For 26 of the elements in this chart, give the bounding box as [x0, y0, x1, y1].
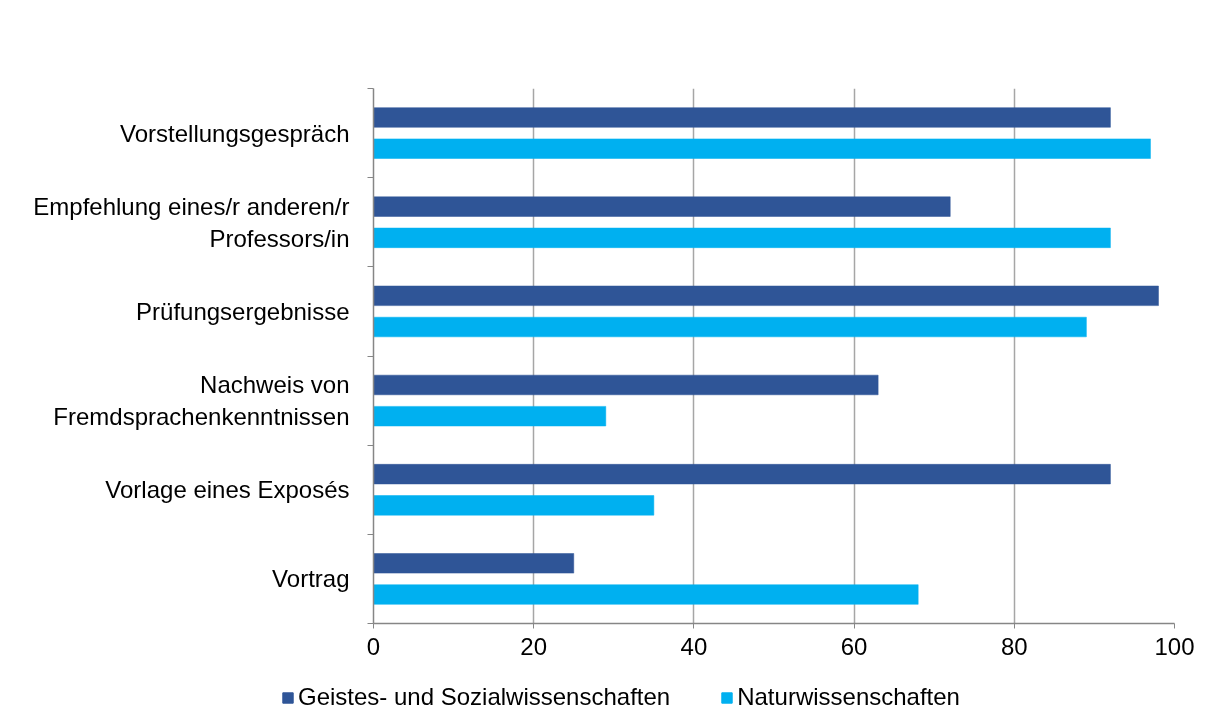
y-tick-label: Prüfungsergebnisse [136, 297, 350, 325]
bar [373, 464, 1111, 485]
bar [373, 196, 951, 217]
x-tick-label: 40 [680, 632, 708, 660]
y-tick-label: Vorstellungsgespräch [120, 119, 350, 147]
bar [373, 584, 919, 605]
bar [373, 285, 1159, 306]
bar [373, 553, 574, 574]
x-tick-label: 0 [366, 632, 381, 660]
y-tick-label: Nachweis von Fremdsprachenkenntnissen [53, 370, 350, 431]
y-tick-label: Vorlage eines Exposés [105, 476, 350, 504]
legend-label: Naturwissenschaften [737, 683, 960, 711]
y-tick-label: Empfehlung eines/r anderen/r Professors/in [33, 192, 350, 252]
y-tick-label: Vortrag [272, 565, 350, 593]
x-tick-label: 100 [1154, 632, 1195, 660]
bar [373, 374, 879, 396]
bar [373, 406, 607, 427]
bar [373, 227, 1111, 248]
bar [373, 316, 1087, 338]
x-tick-label: 20 [520, 632, 548, 660]
bar [373, 138, 1151, 159]
legend-label: Geistes- und Sozialwissenschaften [298, 683, 671, 711]
x-tick-label: 60 [840, 632, 868, 660]
x-tick-label: 80 [1000, 632, 1028, 660]
bar [373, 495, 655, 516]
bar [373, 107, 1111, 128]
